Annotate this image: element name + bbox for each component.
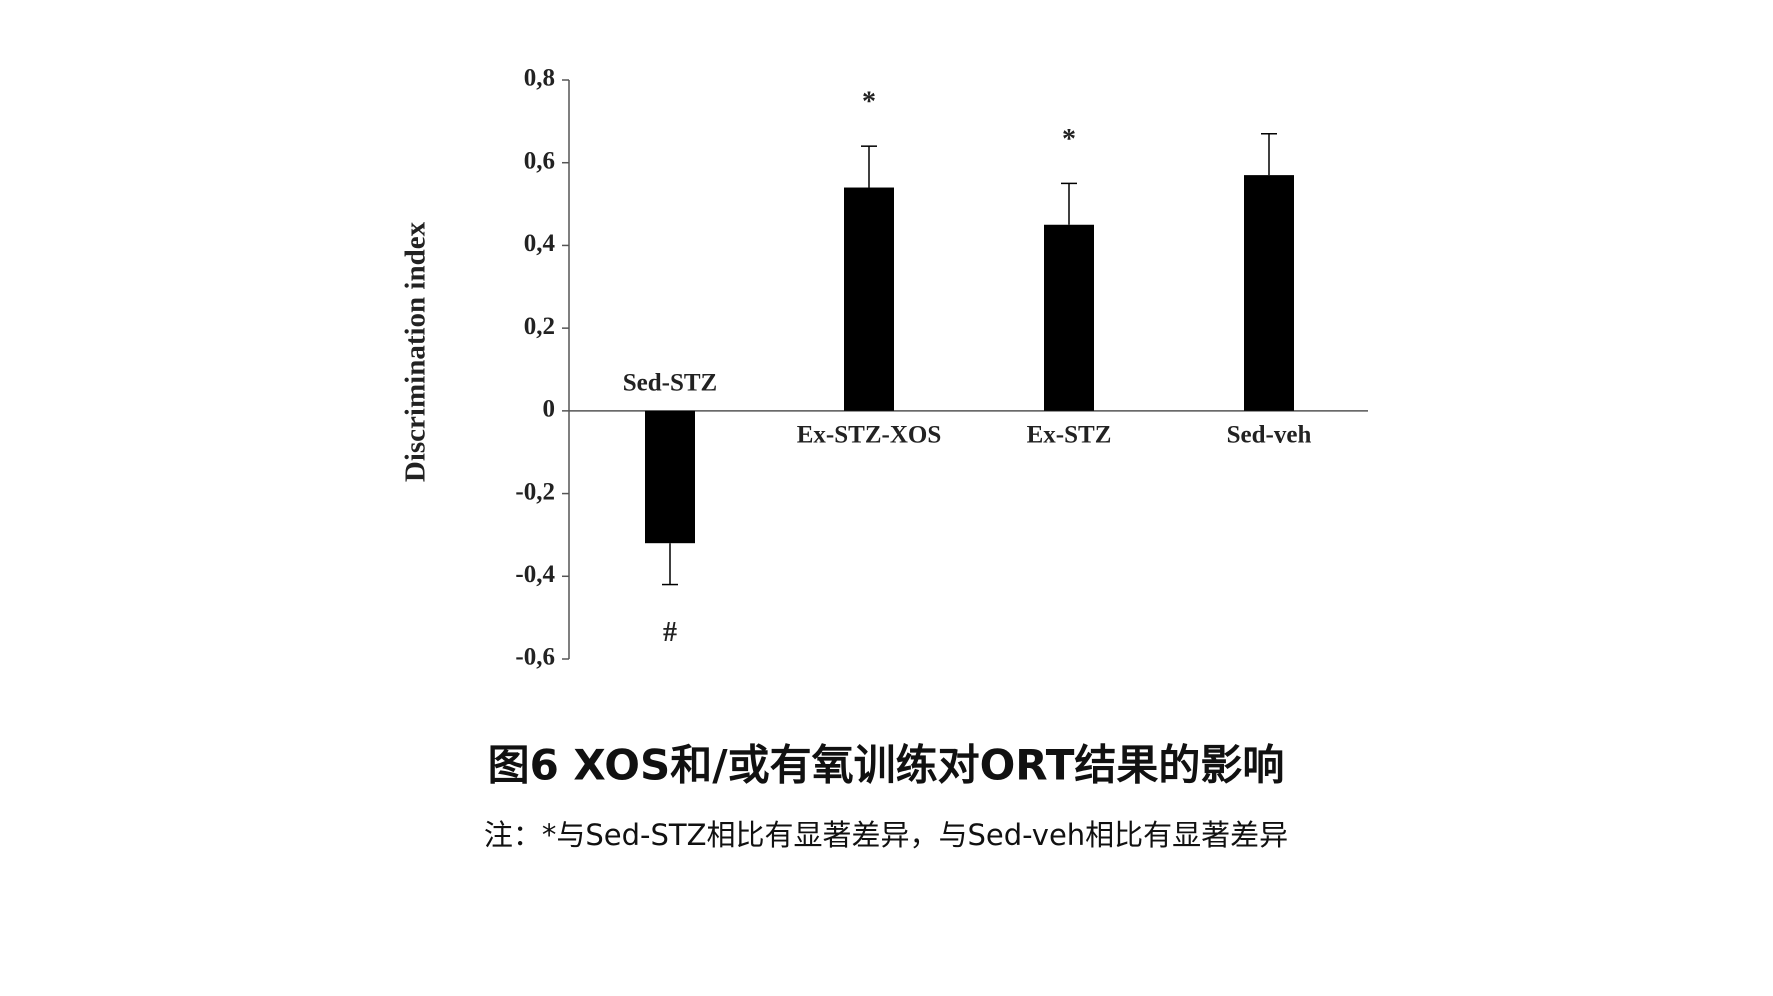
figure-title: 图6 XOS和/或有氧训练对ORT结果的影响 — [488, 741, 1285, 790]
y-tick-label: 0,2 — [524, 313, 555, 340]
figure-note: 注：*与Sed-STZ相比有显著差异，与Sed-veh相比有显著差异 — [484, 818, 1288, 852]
x-tick-label: Ex-STZ-XOS — [797, 422, 941, 449]
x-tick-label: Sed-STZ — [623, 370, 717, 397]
y-tick-label: 0,8 — [524, 65, 555, 92]
x-tick-label: Ex-STZ — [1027, 422, 1112, 449]
y-tick-label: 0,6 — [524, 147, 555, 174]
bar — [1244, 175, 1294, 411]
y-tick-label: -0,6 — [515, 644, 555, 671]
bar — [844, 187, 894, 411]
bar — [1044, 224, 1094, 411]
y-tick-label: 0 — [543, 396, 556, 423]
y-axis-label: Discrimination index — [400, 221, 432, 482]
x-tick-label: Sed-veh — [1227, 422, 1312, 449]
significance-label: # — [663, 617, 677, 648]
y-tick-label: 0,4 — [524, 230, 556, 257]
significance-label: * — [1062, 124, 1076, 155]
y-tick-label: -0,2 — [515, 478, 555, 505]
y-tick-label: -0,4 — [515, 561, 555, 588]
bar — [645, 410, 695, 544]
significance-label: * — [862, 87, 876, 118]
